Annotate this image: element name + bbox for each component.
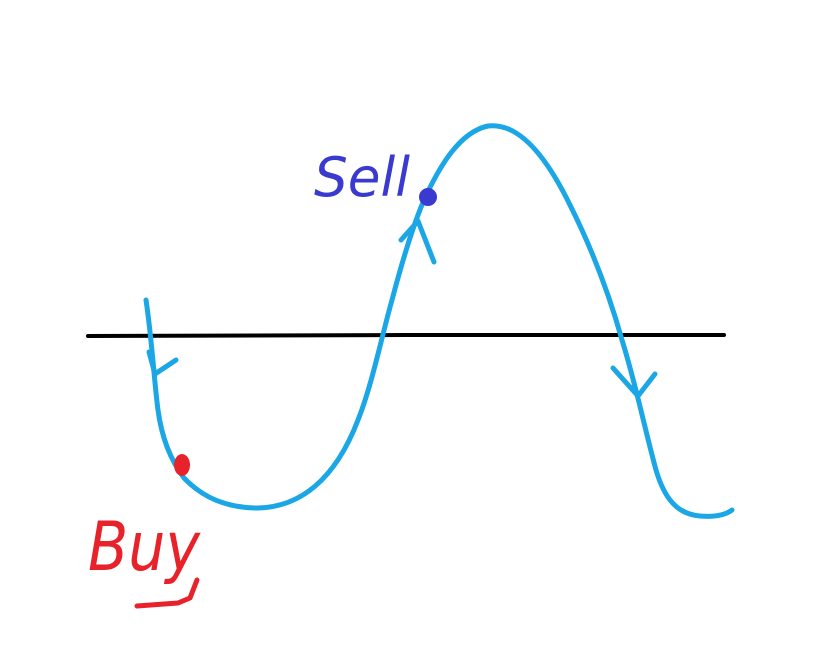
buy-underline — [134, 577, 200, 609]
arrow-down-left-icon — [146, 349, 179, 377]
sell-label: Sell — [314, 146, 410, 209]
buy-point — [174, 454, 190, 476]
sell-point — [419, 188, 437, 206]
baseline — [86, 333, 726, 338]
buy-label: Buy — [88, 508, 201, 587]
arrow-up-icon — [398, 218, 437, 265]
arrow-down-right-icon — [610, 365, 658, 399]
